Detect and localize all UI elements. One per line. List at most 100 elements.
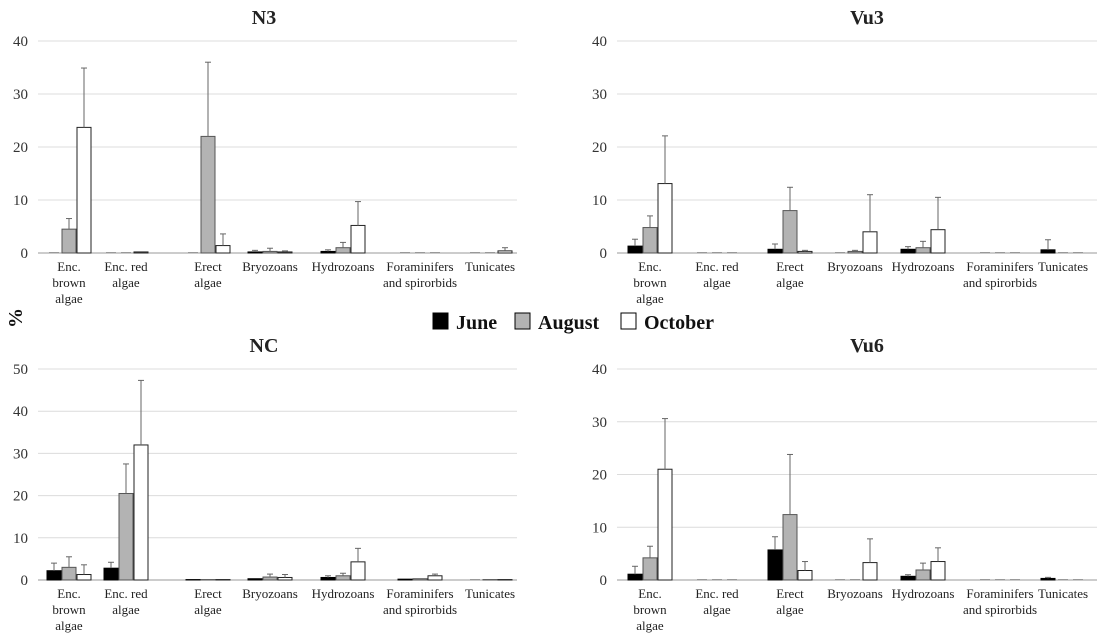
x-tick-label: Tunicates bbox=[1038, 259, 1088, 274]
x-tick-label: Erect algae bbox=[194, 586, 222, 617]
y-tick-label: 40 bbox=[592, 34, 607, 50]
legend-label: August bbox=[538, 312, 599, 334]
y-tick-label: 0 bbox=[21, 573, 29, 589]
y-tick-label: 20 bbox=[592, 140, 607, 156]
x-tick-label: Erect algae bbox=[776, 586, 804, 617]
bar-october bbox=[797, 250, 813, 254]
bar-june bbox=[1040, 249, 1056, 254]
bar-october bbox=[133, 251, 149, 254]
y-tick-label: 10 bbox=[13, 193, 28, 209]
shared-y-axis-label: % bbox=[5, 308, 27, 328]
bar-october bbox=[277, 251, 293, 254]
bar-october bbox=[350, 561, 366, 581]
x-tick-label: Enc. brown algae bbox=[633, 586, 667, 633]
x-tick-label: Hydrozoans bbox=[892, 586, 955, 601]
legend-swatch bbox=[514, 312, 531, 330]
y-tick-label: 40 bbox=[592, 362, 607, 378]
bar-august bbox=[61, 566, 77, 581]
legend-item-october: October bbox=[620, 312, 714, 334]
bar-august bbox=[200, 135, 216, 254]
chart-title: Vu6 bbox=[850, 335, 884, 357]
x-tick-label: Enc. brown algae bbox=[52, 586, 86, 633]
bar-october bbox=[930, 561, 946, 581]
x-tick-label: Enc. brown algae bbox=[633, 259, 667, 306]
legend-label: June bbox=[456, 312, 497, 334]
bar-october bbox=[657, 183, 673, 254]
bar-august bbox=[915, 569, 931, 581]
x-tick-label: Foraminifers and spirorbids bbox=[383, 586, 457, 617]
bar-august bbox=[847, 250, 863, 254]
y-tick-label: 30 bbox=[13, 87, 28, 103]
y-tick-label: 30 bbox=[592, 87, 607, 103]
x-tick-label: Enc. red algae bbox=[695, 586, 739, 617]
chart-title: Vu3 bbox=[850, 7, 884, 29]
y-tick-label: 10 bbox=[592, 520, 607, 536]
charts: 0 10 20 30 40 N3 Enc. brown algae Enc. red algae Er… bbox=[13, 7, 1097, 633]
bar-october bbox=[797, 570, 813, 581]
y-tick-label: 40 bbox=[13, 404, 28, 420]
y-tick-label: 20 bbox=[13, 140, 28, 156]
y-tick-label: 40 bbox=[13, 34, 28, 50]
bar-october bbox=[497, 250, 513, 254]
bar-august bbox=[642, 557, 658, 581]
bar-june bbox=[900, 575, 916, 581]
bar-august bbox=[915, 247, 931, 254]
x-tick-label: Bryozoans bbox=[827, 259, 883, 274]
chart-nc: 0 10 20 30 40 50 NC Enc. brown algae Enc. red algae… bbox=[13, 335, 517, 633]
x-tick-label: Enc. red algae bbox=[695, 259, 739, 290]
x-tick-label: Tunicates bbox=[465, 586, 515, 601]
bar-august bbox=[118, 492, 134, 581]
bar-october bbox=[76, 574, 92, 581]
bar-october bbox=[133, 444, 149, 581]
y-tick-label: 0 bbox=[600, 573, 608, 589]
bar-october bbox=[657, 468, 673, 581]
legend-label: October bbox=[644, 312, 714, 334]
bar-august bbox=[642, 227, 658, 254]
bar-june bbox=[320, 576, 336, 581]
x-tick-label: Enc. red algae bbox=[104, 259, 148, 290]
y-tick-label: 10 bbox=[592, 193, 607, 209]
x-tick-label: Erect algae bbox=[194, 259, 222, 290]
bar-october bbox=[350, 224, 366, 254]
x-tick-label: Hydrozoans bbox=[312, 586, 375, 601]
legend-swatch bbox=[620, 312, 637, 330]
x-tick-label: Enc. red algae bbox=[104, 586, 148, 617]
bar-october bbox=[427, 575, 443, 581]
y-tick-label: 20 bbox=[592, 468, 607, 484]
bar-june bbox=[247, 251, 263, 254]
y-tick-label: 20 bbox=[13, 489, 28, 505]
x-tick-label: Bryozoans bbox=[242, 586, 298, 601]
bar-june bbox=[767, 549, 783, 581]
bar-june bbox=[627, 245, 643, 254]
x-tick-label: Foraminifers and spirorbids bbox=[963, 259, 1037, 290]
y-tick-label: 0 bbox=[21, 246, 29, 262]
y-tick-label: 10 bbox=[13, 531, 28, 547]
x-tick-label: Hydrozoans bbox=[892, 259, 955, 274]
bar-august bbox=[61, 228, 77, 254]
y-tick-label: 30 bbox=[592, 415, 607, 431]
x-tick-label: Bryozoans bbox=[242, 259, 298, 274]
chart-n3: 0 10 20 30 40 N3 Enc. brown algae Enc. red algae Er… bbox=[13, 7, 517, 306]
x-tick-label: Bryozoans bbox=[827, 586, 883, 601]
chart-vu3: 0 10 20 30 40 Vu3 Enc. brown algae Enc. red algae E… bbox=[592, 7, 1097, 306]
bar-august bbox=[262, 250, 278, 254]
x-tick-label: Erect algae bbox=[776, 259, 804, 290]
bar-june bbox=[767, 248, 783, 254]
bar-august bbox=[335, 247, 351, 254]
chart-vu6: 0 10 20 30 40 Vu6 Enc. brown algae Enc. red algae E… bbox=[592, 335, 1097, 633]
chart-title: NC bbox=[250, 335, 279, 357]
bar-june bbox=[627, 573, 643, 581]
x-tick-label: Tunicates bbox=[465, 259, 515, 274]
bar-august bbox=[335, 575, 351, 581]
bar-june bbox=[46, 570, 62, 581]
bar-august bbox=[782, 514, 798, 581]
bar-june bbox=[103, 567, 119, 581]
bar-august bbox=[782, 210, 798, 254]
bar-august bbox=[262, 576, 278, 581]
chart-title: N3 bbox=[252, 7, 276, 29]
bar-october bbox=[930, 229, 946, 254]
bar-october bbox=[76, 126, 92, 254]
bar-june bbox=[320, 250, 336, 254]
y-tick-label: 50 bbox=[13, 362, 28, 378]
x-tick-label: Tunicates bbox=[1038, 586, 1088, 601]
